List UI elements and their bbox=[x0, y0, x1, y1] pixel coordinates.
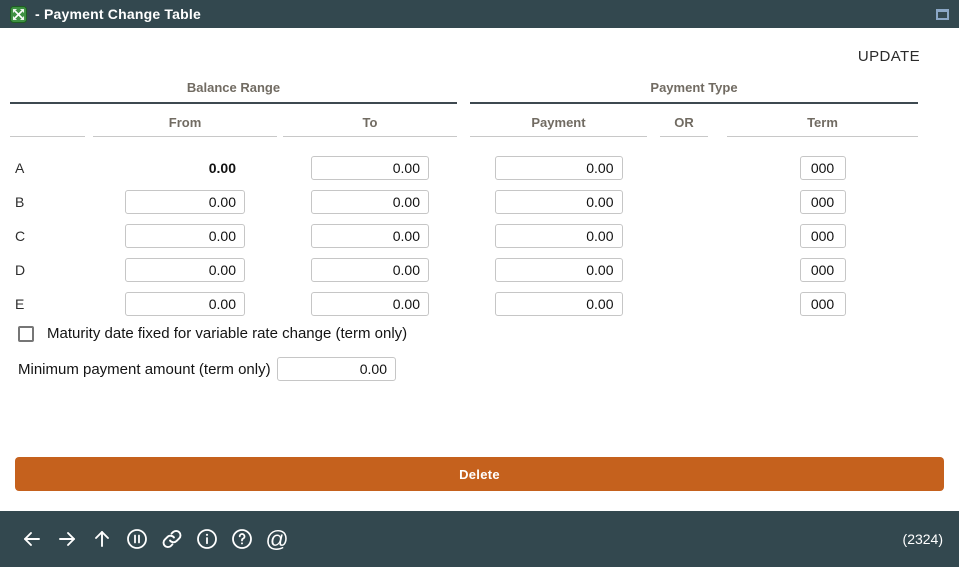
to-input[interactable] bbox=[311, 224, 429, 248]
minimum-payment-label: Minimum payment amount (term only) bbox=[18, 360, 271, 378]
term-input[interactable] bbox=[799, 292, 846, 316]
pause-icon[interactable] bbox=[125, 527, 149, 551]
group-header-payment-type: Payment Type bbox=[470, 80, 918, 104]
link-icon[interactable] bbox=[160, 527, 184, 551]
maturity-option-row: Maturity date fixed for variable rate ch… bbox=[18, 325, 407, 342]
up-arrow-icon[interactable] bbox=[90, 527, 114, 551]
term-input[interactable] bbox=[799, 258, 846, 282]
column-header-term: Term bbox=[727, 104, 918, 137]
maturity-checkbox-label: Maturity date fixed for variable rate ch… bbox=[47, 325, 408, 342]
payment-input[interactable] bbox=[494, 292, 623, 316]
maximize-icon[interactable] bbox=[936, 8, 949, 20]
to-input[interactable] bbox=[311, 156, 429, 180]
from-input[interactable] bbox=[125, 258, 245, 282]
table-row-b: B bbox=[10, 190, 928, 224]
maturity-checkbox[interactable] bbox=[18, 325, 34, 342]
group-header-balance-range: Balance Range bbox=[10, 80, 457, 104]
row-label: C bbox=[15, 228, 26, 244]
column-header-row-label bbox=[10, 104, 85, 137]
row-label: B bbox=[15, 194, 25, 210]
column-header-from: From bbox=[93, 104, 277, 137]
table-row-d: D bbox=[10, 258, 928, 292]
row-label: A bbox=[15, 160, 25, 176]
table-row-c: C bbox=[10, 224, 928, 258]
payment-input[interactable] bbox=[494, 156, 623, 180]
to-input[interactable] bbox=[311, 258, 429, 282]
term-input[interactable] bbox=[799, 224, 846, 248]
column-header-payment: Payment bbox=[470, 104, 647, 137]
to-input[interactable] bbox=[311, 292, 429, 316]
column-header-to: To bbox=[283, 104, 457, 137]
payment-input[interactable] bbox=[494, 258, 623, 282]
app-icon bbox=[10, 5, 27, 23]
content: UPDATE Balance Range Payment Type From T… bbox=[0, 28, 959, 511]
group-header-row: Balance Range Payment Type bbox=[10, 80, 928, 104]
session-counter: (2324) bbox=[902, 531, 943, 547]
row-label: D bbox=[15, 262, 26, 278]
delete-button[interactable]: Delete bbox=[15, 457, 944, 491]
forward-arrow-icon[interactable] bbox=[55, 527, 79, 551]
from-input[interactable] bbox=[125, 190, 245, 214]
window-title: - Payment Change Table bbox=[35, 6, 201, 22]
back-arrow-icon[interactable] bbox=[20, 527, 44, 551]
from-value-static: 0.00 bbox=[208, 160, 236, 176]
info-icon[interactable] bbox=[195, 527, 219, 551]
to-input[interactable] bbox=[311, 190, 429, 214]
update-button[interactable]: UPDATE bbox=[857, 48, 920, 65]
payment-change-table: Balance Range Payment Type From To Payme… bbox=[10, 80, 928, 326]
table-row-a: A 0.00 bbox=[10, 156, 928, 190]
payment-input[interactable] bbox=[494, 190, 623, 214]
minimum-payment-input[interactable] bbox=[277, 357, 396, 381]
at-icon[interactable]: @ bbox=[265, 526, 289, 552]
titlebar: - Payment Change Table bbox=[0, 0, 959, 28]
column-header-row: From To Payment OR Term bbox=[10, 104, 928, 137]
from-input[interactable] bbox=[125, 224, 245, 248]
table-row-e: E bbox=[10, 292, 928, 326]
payment-input[interactable] bbox=[494, 224, 623, 248]
table-rows: A 0.00 B C bbox=[10, 156, 928, 326]
bottom-toolbar: @ (2324) bbox=[0, 511, 959, 567]
column-header-or: OR bbox=[660, 104, 708, 137]
help-icon[interactable] bbox=[230, 527, 254, 551]
from-input[interactable] bbox=[125, 292, 245, 316]
minimum-payment-row: Minimum payment amount (term only) bbox=[18, 357, 396, 381]
term-input[interactable] bbox=[799, 156, 846, 180]
row-label: E bbox=[15, 296, 25, 312]
term-input[interactable] bbox=[799, 190, 846, 214]
